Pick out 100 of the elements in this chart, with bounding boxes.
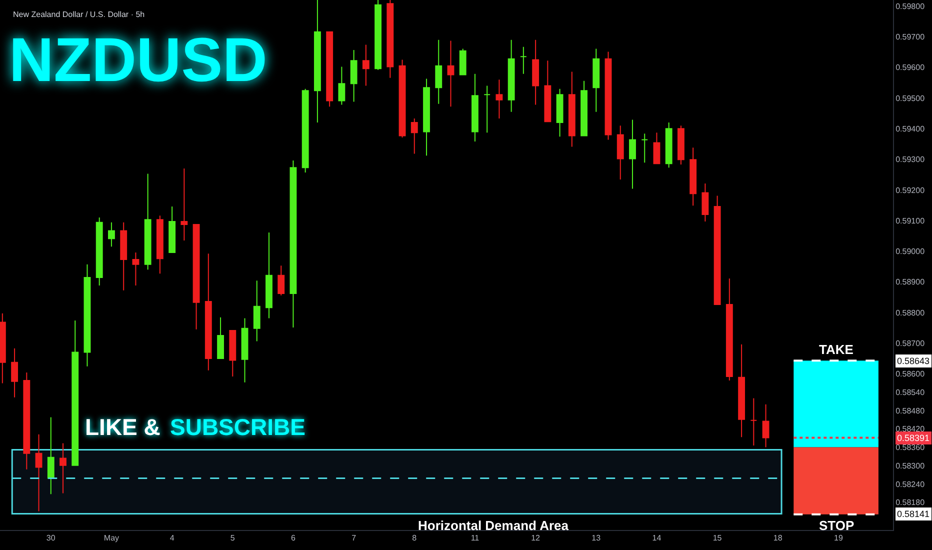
- candlestick: [217, 316, 224, 359]
- text: New Zealand Dollar / U.S. Dollar · 5h: [13, 10, 145, 19]
- candlestick: [508, 39, 515, 112]
- candlestick: [726, 278, 733, 381]
- candlestick: [84, 264, 91, 367]
- candlestick: [72, 320, 79, 466]
- x-tick-label: 30: [46, 534, 56, 543]
- y-tick-label: 0.58360: [896, 443, 926, 452]
- candlestick: [496, 79, 503, 120]
- x-tick-label: 13: [592, 534, 602, 543]
- candlestick: [556, 88, 564, 138]
- candlestick: [398, 59, 406, 138]
- candlestick: [714, 195, 721, 306]
- ref-line-label: 0.58141: [897, 509, 930, 519]
- ref-line-label: 0.58391: [897, 433, 930, 443]
- candlestick: [132, 252, 140, 286]
- candlestick: [60, 442, 66, 494]
- candlestick: [47, 416, 54, 495]
- candlestick: [144, 173, 152, 270]
- candlestick: [229, 330, 236, 378]
- x-tick-label: 5: [230, 534, 236, 543]
- x-tick-label: 19: [834, 534, 844, 543]
- candlestick: [616, 125, 624, 180]
- ref-line-label: 0.58643: [897, 356, 930, 366]
- candlestick: [423, 78, 430, 156]
- candlestick: [410, 118, 418, 154]
- y-tick-label: 0.58240: [896, 480, 926, 489]
- candlestick: [278, 265, 285, 296]
- candlestick: [326, 31, 334, 108]
- annotation: LIKE &: [85, 414, 160, 440]
- candlestick: [447, 40, 454, 108]
- y-tick-label: 0.59200: [896, 186, 926, 195]
- chart-title: NZDUSD: [9, 26, 268, 95]
- y-tick-label: 0.58800: [896, 308, 926, 318]
- candlestick: [338, 66, 346, 106]
- candlestick: [702, 183, 709, 222]
- candlestick: [435, 39, 442, 104]
- candlestick: [35, 434, 42, 512]
- candlestick: [580, 80, 588, 136]
- candlestick: [459, 48, 466, 76]
- y-tick-label: 0.59000: [896, 247, 926, 256]
- y-tick-label: 0.58480: [896, 406, 926, 416]
- candlestick: [241, 318, 248, 383]
- candlestick: [204, 253, 212, 371]
- candlestick: [762, 404, 770, 448]
- candlestick: [156, 215, 164, 274]
- band-label: STOP: [819, 518, 854, 533]
- x-tick-label: 7: [352, 534, 357, 543]
- candlestick: [532, 39, 540, 106]
- candlestick: [96, 217, 103, 286]
- candlestick: [253, 280, 260, 342]
- y-tick-label: 0.59600: [896, 63, 926, 72]
- candlestick: [568, 71, 576, 148]
- candlestick: [108, 222, 115, 248]
- candlestick: [180, 168, 188, 241]
- x-tick-label: 8: [412, 534, 418, 543]
- candlestick: [472, 73, 478, 142]
- candlestick: [120, 222, 128, 291]
- y-tick-label: 0.58700: [896, 338, 926, 348]
- band-label: Horizontal Demand Area: [418, 518, 570, 533]
- candlestick: [302, 88, 309, 173]
- candlestick: [192, 224, 200, 330]
- candlestick: [665, 122, 672, 168]
- candlestick: [629, 119, 636, 190]
- candlestick: [604, 51, 612, 140]
- candlestick: [386, 0, 394, 78]
- candlestick: [653, 132, 660, 164]
- candlestick: [690, 147, 697, 206]
- candlestick: [484, 85, 491, 134]
- x-tick-label: 12: [531, 534, 541, 543]
- y-tick-label: 0.58540: [896, 388, 926, 397]
- candlestick: [23, 372, 30, 470]
- y-tick-label: 0.59300: [896, 155, 926, 164]
- candlestick: [592, 48, 600, 112]
- candlestick: [11, 348, 18, 398]
- candlestick: [374, 0, 382, 70]
- y-tick-label: 0.59400: [896, 124, 926, 134]
- candlestick: [168, 206, 176, 253]
- y-tick-label: 0.58300: [896, 461, 926, 470]
- y-tick-label: 0.59500: [896, 94, 926, 103]
- x-tick-label: 4: [170, 534, 175, 543]
- y-tick-label: 0.58900: [896, 278, 926, 287]
- candlestick: [0, 312, 6, 384]
- y-tick-label: 0.59800: [896, 2, 926, 11]
- x-tick-label: 14: [652, 534, 662, 543]
- y-tick-label: 0.58600: [896, 370, 926, 379]
- candlestick: [520, 46, 527, 74]
- candlestick: [314, 0, 321, 124]
- candlestick: [738, 344, 746, 438]
- candlestick: [350, 49, 358, 102]
- candlestick: [290, 160, 297, 328]
- x-tick-label: May: [104, 534, 120, 543]
- y-tick-label: 0.58420: [896, 424, 926, 434]
- candlestick: [750, 398, 758, 446]
- candlestick: [266, 232, 272, 319]
- candlestick: [677, 125, 684, 166]
- band-label: TAKE: [819, 342, 854, 357]
- y-tick-label: 0.59700: [896, 32, 926, 42]
- x-tick-label: 11: [470, 534, 480, 543]
- candlestick: [362, 44, 370, 86]
